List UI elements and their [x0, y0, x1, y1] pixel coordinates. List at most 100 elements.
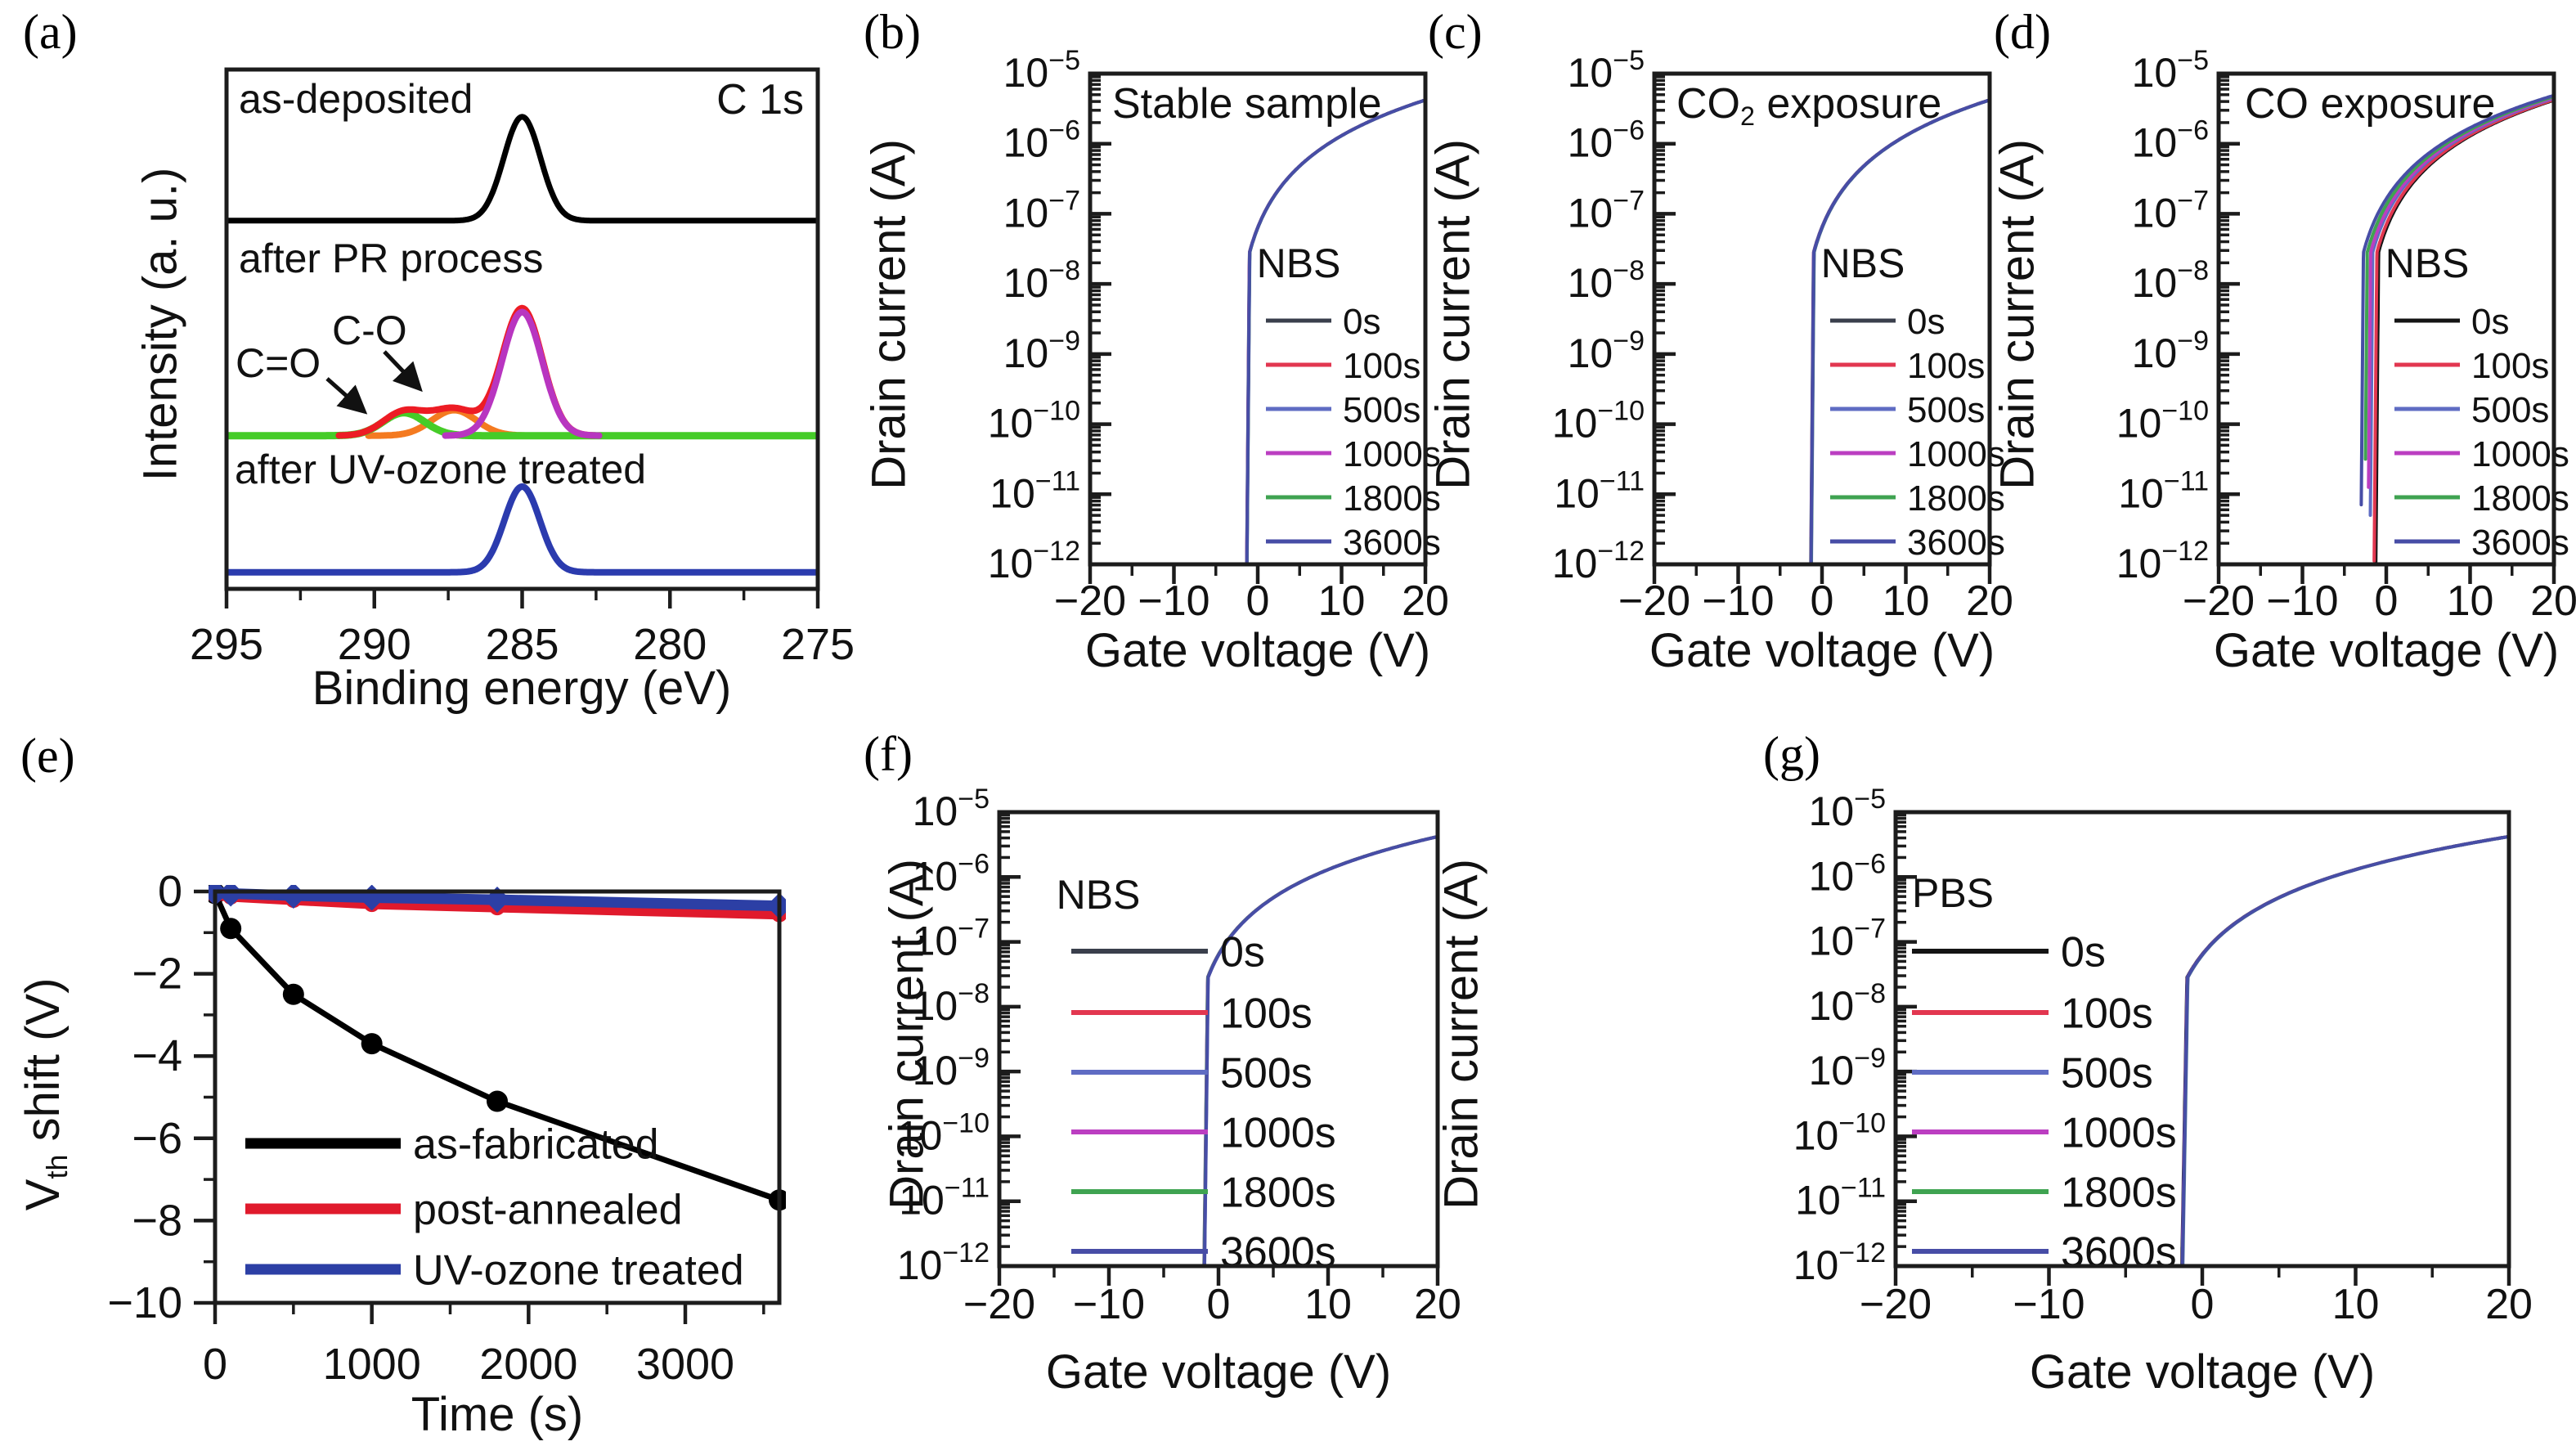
spectrum-after-PR main C-C [442, 308, 603, 439]
y-tick-label: 10−5 [1003, 45, 1080, 96]
x-tick-label: 280 [633, 620, 707, 669]
x-tick-label: 0 [1246, 577, 1270, 625]
legend-label-500s: 500s [1220, 1050, 1313, 1098]
panel-b-curves [1245, 98, 1425, 564]
panel-c-legend-title: NBS [1820, 240, 1905, 286]
panel-f-legend: 0s 100s 500s 1000s 1800s 3600s [1071, 929, 1336, 1277]
panel-a-ylabel: Intensity (a. u.) [133, 167, 187, 482]
legend-label-3600s: 3600s [2061, 1229, 2177, 1277]
x-tick-label: 10 [1304, 1281, 1352, 1328]
legend-label-post-annealed: post-annealed [413, 1187, 683, 1234]
y-tick-label: 10−9 [1003, 326, 1080, 376]
text-token: Stable sample [1112, 80, 1382, 128]
x-tick-label: −20 [2183, 577, 2255, 625]
annotation-c-double-o: C=O [236, 340, 321, 386]
y-tick-label: 10−9 [2132, 326, 2209, 376]
y-tick-label: 10−7 [1809, 914, 1886, 964]
legend-label-0s: 0s [2471, 302, 2509, 342]
y-tick-label: 10−7 [1003, 185, 1080, 236]
x-tick-label: −10 [2013, 1281, 2085, 1328]
panel-g-legend: 0s 100s 500s 1000s 1800s 3600s [1912, 929, 2177, 1277]
y-tick-label: 10−10 [1793, 1107, 1886, 1158]
marker-as-fabricated [282, 983, 304, 1005]
x-tick-label: 20 [1966, 577, 2013, 625]
marker-as-fabricated [220, 918, 242, 940]
annotation-c-single-o: C-O [332, 308, 407, 353]
legend-label-100s: 100s [2061, 990, 2153, 1038]
y-tick-label: 10−6 [1003, 115, 1080, 166]
curve-3600s [1245, 98, 1425, 564]
text-token: th [40, 1154, 74, 1179]
text-token: CO [1676, 80, 1740, 128]
y-tick-label: 10−11 [1795, 1173, 1886, 1224]
y-tick-label: 10−10 [2116, 396, 2209, 447]
panel-e-letter: (e) [20, 729, 75, 783]
plot-frame [997, 810, 1440, 1269]
x-tick-label: 20 [1414, 1281, 1461, 1328]
panel-f-letter: (f) [864, 727, 913, 781]
y-tick-label: 10−5 [1809, 784, 1886, 834]
x-tick-label: 0 [2191, 1281, 2215, 1328]
legend-label-0s: 0s [1343, 302, 1380, 342]
legend-label-0s: 0s [2061, 929, 2106, 977]
panel-b-title: Stable sample [1112, 82, 1382, 127]
y-tick-label: −10 [107, 1278, 182, 1327]
plot-frame [1088, 71, 1428, 567]
arrow-c-single-o [383, 350, 423, 393]
y-tick-label: 10−8 [1809, 978, 1886, 1029]
x-tick-label: 0 [1811, 577, 1834, 625]
text-token: shift (V) [16, 977, 70, 1155]
curve-3600s [1809, 98, 1990, 564]
x-tick-label: 20 [2530, 577, 2576, 625]
spectrum-after-PR C=O component [227, 409, 818, 440]
x-tick-label: 3000 [636, 1340, 734, 1389]
y-tick-label: 10−9 [1809, 1043, 1886, 1093]
curve-3600s [2180, 835, 2509, 1266]
panel-a-corner-label: C 1s [716, 76, 804, 123]
x-tick-label: 20 [1402, 577, 1449, 625]
x-tick-label: 0 [203, 1340, 227, 1389]
panel-f-ylabel: Drain current (A) [880, 859, 934, 1210]
y-tick-label: 10−6 [2132, 115, 2209, 166]
panel-a-plot: 295 290 285 280 275 [190, 67, 855, 669]
y-tick-label: 10−6 [1809, 848, 1886, 899]
y-tick-label: −8 [132, 1196, 182, 1245]
y-tick-label: 10−11 [990, 465, 1080, 516]
text-token: exposure [1754, 80, 1942, 128]
panel-d-title: CO exposure [2245, 82, 2495, 127]
text-token: 2 [1740, 101, 1755, 132]
panel-c-letter: (c) [1428, 5, 1483, 59]
panel-f-legend-title: NBS [1056, 872, 1141, 918]
y-tick-label: 10−7 [1568, 185, 1645, 236]
curve-0s [2180, 835, 2509, 1266]
x-tick-label: −20 [963, 1281, 1035, 1328]
x-tick-label: 1000 [323, 1340, 421, 1389]
spectrum-after UV-ozone treated [227, 483, 818, 576]
panel-b-letter: (b) [864, 5, 921, 59]
x-tick-label: −20 [1618, 577, 1690, 625]
y-tick-label: 10−7 [2132, 185, 2209, 236]
legend-label-1800s: 1800s [2061, 1170, 2177, 1217]
annotation-as-deposited: as-deposited [239, 76, 473, 122]
y-tick-label: 10−11 [2118, 465, 2209, 516]
panel-c-ylabel: Drain current (A) [1426, 139, 1480, 490]
y-tick-label: 10−9 [1568, 326, 1645, 376]
y-tick-label: 10−5 [2132, 45, 2209, 96]
y-tick-label: −2 [132, 950, 182, 999]
legend-label-100s: 100s [1907, 346, 1985, 386]
legend-label-1800s: 1800s [1220, 1170, 1336, 1217]
legend-label-3600s: 3600s [1220, 1229, 1336, 1277]
plot-frame [2216, 71, 2556, 567]
legend-label-100s: 100s [2471, 346, 2549, 386]
curve-3600s [2359, 93, 2554, 507]
x-tick-label: 290 [338, 620, 411, 669]
y-tick-label: 0 [158, 867, 182, 916]
curve-100s [2180, 835, 2509, 1266]
text-token: CO exposure [2245, 80, 2496, 128]
x-tick-label: 295 [190, 620, 263, 669]
panel-c-title: CO2 exposure [1676, 82, 1941, 131]
